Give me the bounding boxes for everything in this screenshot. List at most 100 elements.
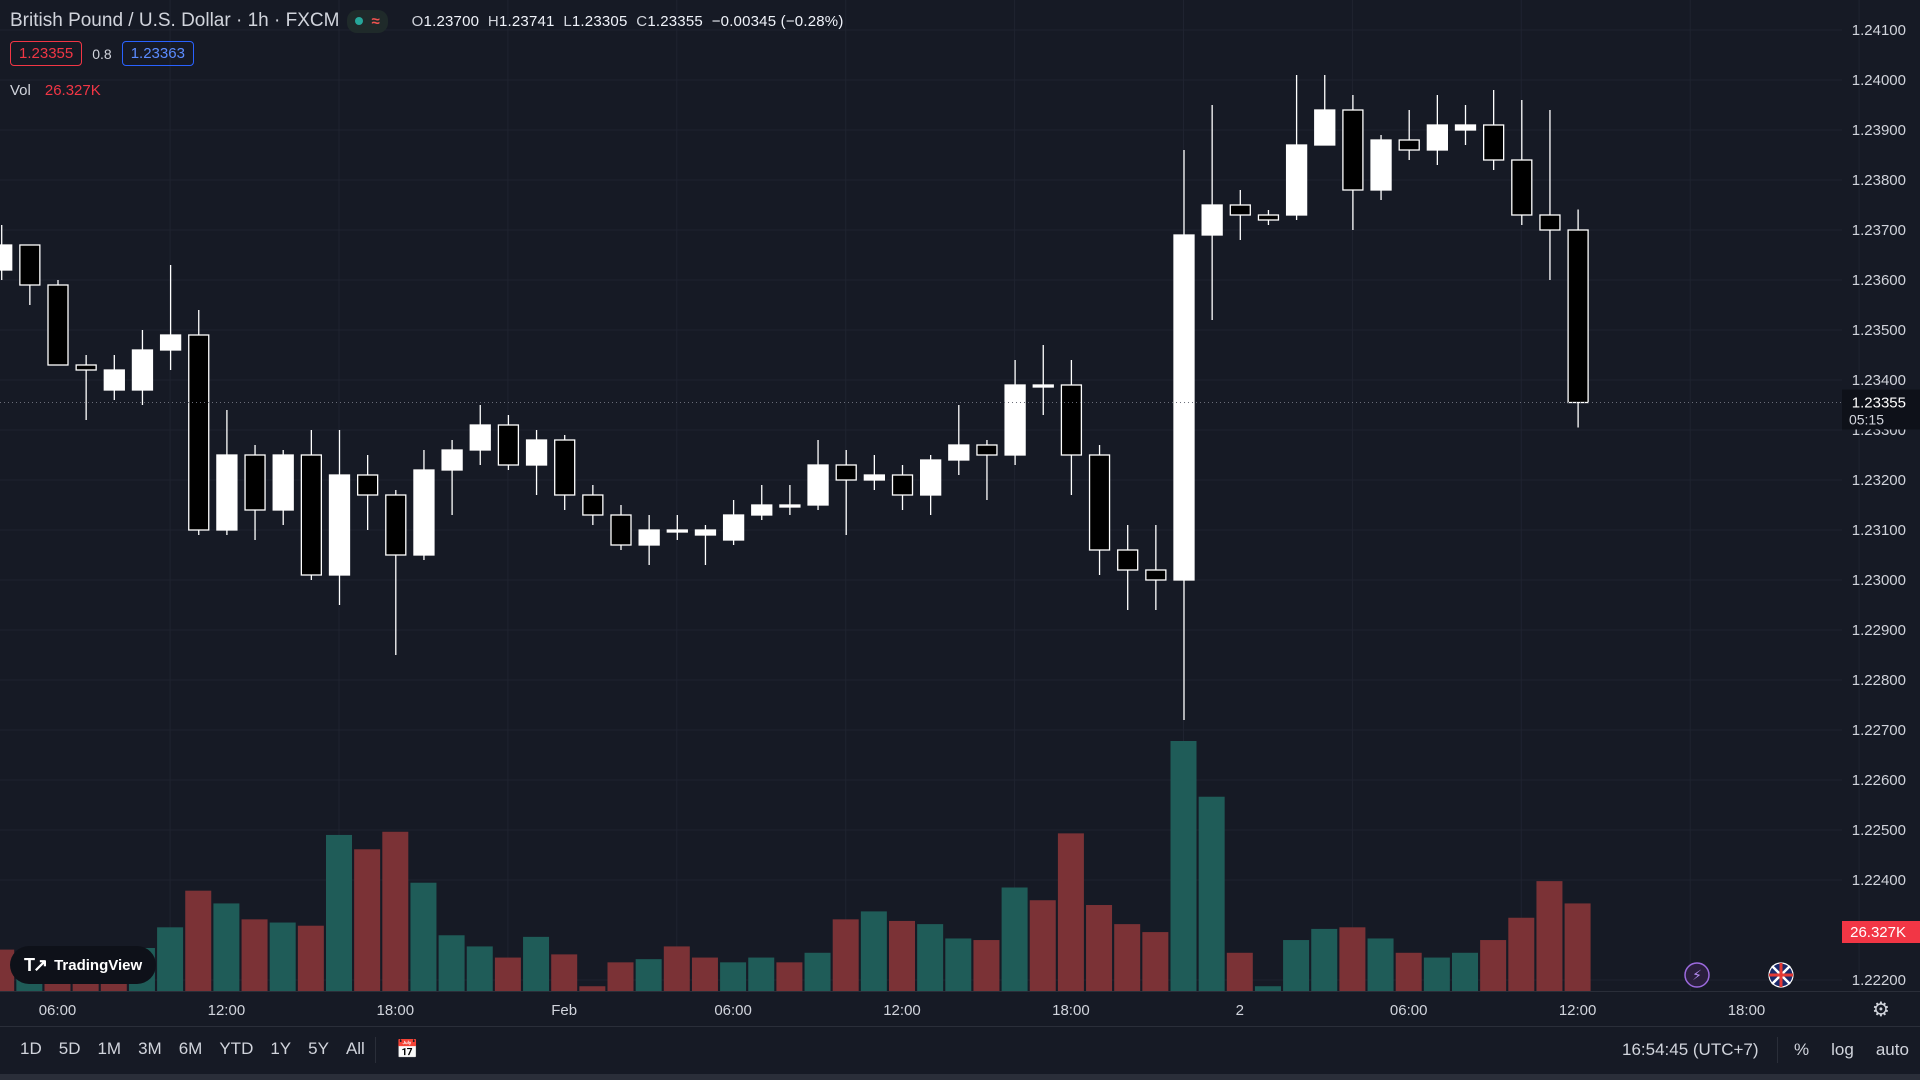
time-tick-label: 06:00 <box>39 1002 77 1019</box>
candle-body <box>1285 144 1308 216</box>
candle-body <box>1511 159 1533 216</box>
last-price-value: 1.23355 <box>1852 395 1906 412</box>
range-button-1y[interactable]: 1Y <box>270 1039 292 1058</box>
price-tick-label: 1.24100 <box>1852 22 1906 39</box>
symbol-title[interactable]: British Pound / U.S. Dollar · 1h · FXCM <box>10 10 340 31</box>
range-button-3m[interactable]: 3M <box>138 1039 162 1058</box>
price-tick-label: 1.22600 <box>1852 772 1906 789</box>
volume-bar <box>1170 741 1197 991</box>
candle <box>1539 110 1561 280</box>
price-tick-label: 1.22800 <box>1852 672 1906 689</box>
price-tick-label: 1.22700 <box>1852 722 1906 739</box>
candle <box>1117 525 1139 610</box>
candle <box>638 515 660 565</box>
candle-body <box>722 514 745 541</box>
volume-bar <box>438 935 465 991</box>
volume-bar <box>1086 905 1113 991</box>
volume-bar <box>635 959 662 991</box>
chart-settings-icon[interactable]: ⚙ <box>1872 997 1890 1021</box>
candle-body <box>1454 124 1477 131</box>
range-button-ytd[interactable]: YTD <box>219 1039 254 1058</box>
price-tick-label: 1.23100 <box>1852 522 1906 539</box>
candle <box>1314 75 1336 146</box>
candle-body <box>1229 204 1251 216</box>
candle-body <box>356 474 379 496</box>
range-button-5y[interactable]: 5Y <box>308 1039 329 1058</box>
candle <box>272 450 294 525</box>
sell-button[interactable]: 1.23355 <box>10 41 83 66</box>
tradingview-logo[interactable]: T↗ TradingView <box>10 946 157 984</box>
toolbar-divider <box>375 1037 376 1063</box>
market-status[interactable]: ≈ <box>347 9 388 33</box>
candle <box>610 505 632 550</box>
price-axis[interactable]: 1.24100 1.24000 1.23900 1.23800 1.23700 1.236… <box>1852 22 1906 989</box>
price-tick-label: 1.22400 <box>1852 872 1906 889</box>
candle-body <box>1567 229 1589 404</box>
candle <box>948 405 970 475</box>
candle <box>1257 210 1280 225</box>
candle-body <box>1257 214 1280 221</box>
price-tick-label: 1.23000 <box>1852 572 1906 589</box>
scale-option-percent[interactable]: % <box>1794 1040 1810 1059</box>
scale-option-log[interactable]: log <box>1831 1040 1854 1059</box>
timezone-clock[interactable]: 16:54:45 (UTC+7) <box>1622 1040 1759 1059</box>
candle <box>75 355 97 420</box>
range-button-all[interactable]: All <box>345 1039 365 1058</box>
open-label: O <box>411 12 424 30</box>
candle-body <box>976 444 998 456</box>
candle-body <box>694 529 717 536</box>
candle-body <box>188 334 210 531</box>
volume-bar <box>1423 957 1450 991</box>
candle <box>159 265 182 370</box>
volume-bar <box>1114 924 1141 991</box>
lightning-icon[interactable]: ⚡ <box>1684 962 1710 988</box>
volume-bar <box>1367 938 1394 991</box>
change-value: −0.00345 (−0.28%) <box>711 12 844 30</box>
volume-bar <box>1395 952 1422 991</box>
candle <box>835 450 857 535</box>
volume-label[interactable]: Vol <box>10 82 31 99</box>
price-tick-label: 1.22900 <box>1852 622 1906 639</box>
candle <box>807 440 829 510</box>
candle-body <box>1145 569 1167 581</box>
candle <box>779 485 801 515</box>
volume-bar <box>1311 928 1338 991</box>
candle-body <box>441 449 463 471</box>
range-button-1m[interactable]: 1M <box>97 1039 122 1058</box>
time-axis[interactable]: 06:00 12:00 18:00 Feb 06:00 12:00 18:00 2 06:00 1… <box>0 991 1920 1020</box>
volume-axis-value: 26.327K <box>1850 924 1906 941</box>
candle-body <box>47 284 69 366</box>
time-tick-label: 18:00 <box>377 1002 415 1019</box>
candle-body <box>920 459 942 496</box>
time-tick-label: 12:00 <box>208 1002 246 1019</box>
open-value: 1.23700 <box>423 12 480 30</box>
buy-button[interactable]: 1.23363 <box>121 41 194 66</box>
range-button-6m[interactable]: 6M <box>178 1039 203 1058</box>
price-tick-label: 1.22500 <box>1852 822 1906 839</box>
candle-body <box>582 494 604 516</box>
candle-body <box>891 474 914 496</box>
high-value: 1.23741 <box>498 12 555 30</box>
scale-option-auto[interactable]: auto <box>1875 1040 1909 1059</box>
range-button-1d[interactable]: 1D <box>20 1039 42 1058</box>
range-button-5d[interactable]: 5D <box>58 1039 81 1058</box>
volume-bar <box>551 954 578 991</box>
volume-bar <box>1226 952 1253 991</box>
uk-flag-icon[interactable] <box>1768 962 1794 988</box>
volume-bar <box>354 849 381 991</box>
volume-bar <box>382 831 409 991</box>
price-tick-label: 1.23500 <box>1852 322 1906 339</box>
go-to-date-icon[interactable]: 📅 <box>396 1039 419 1059</box>
candle-body <box>1426 124 1448 151</box>
candle-body <box>1060 384 1083 456</box>
price-tick-label: 1.24000 <box>1852 72 1906 89</box>
bottom-scrollbar[interactable] <box>0 1074 1920 1080</box>
tradingview-logo-text: TradingView <box>54 956 143 974</box>
candle <box>469 405 491 465</box>
volume-bar <box>860 911 887 991</box>
volume-bars <box>0 741 1591 991</box>
candle <box>103 355 125 400</box>
